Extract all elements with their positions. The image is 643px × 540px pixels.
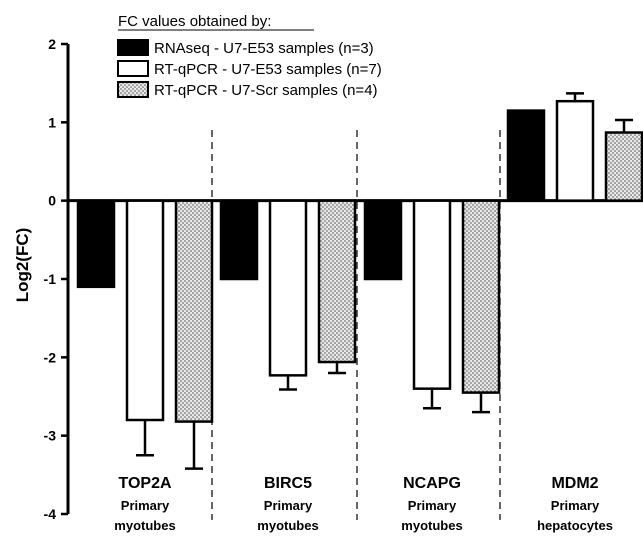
bar-top2a-series-1 — [76, 199, 116, 289]
bars — [76, 99, 643, 423]
bar-mdm2-series-1 — [506, 109, 546, 202]
y-tick-label: -1 — [44, 271, 57, 287]
bar-mdm2-series-2 — [555, 99, 595, 202]
error-bars — [136, 92, 633, 470]
category-gene-label: MDM2 — [551, 475, 598, 492]
category-gene-label: BIRC5 — [264, 475, 312, 492]
category-cell-label: Primary — [121, 498, 170, 513]
bar-ncapg-series-2 — [412, 199, 452, 390]
category-cell-label: myotubes — [401, 518, 462, 533]
legend-entry: RT-qPCR - U7-E53 samples (n=7) — [154, 61, 382, 78]
legend-swatch-1 — [117, 39, 149, 56]
category-cell-label: Primary — [408, 498, 457, 513]
y-axis-label: Log2(FC) — [13, 228, 32, 303]
legend-swatch-3 — [117, 81, 149, 98]
bar-birc5-series-3 — [317, 199, 357, 364]
bar-top2a-series-2 — [125, 199, 165, 422]
bar-ncapg-series-1 — [363, 199, 403, 281]
y-tick-label: -2 — [44, 349, 57, 365]
y-tick-label: 0 — [48, 193, 56, 209]
category-cell-label: hepatocytes — [537, 518, 613, 533]
bar-birc5-series-2 — [268, 199, 308, 377]
y-tick-label: -3 — [44, 428, 57, 444]
legend-entry: RT-qPCR - U7-Scr samples (n=4) — [154, 82, 378, 99]
category-labels: TOP2A Primary myotubes BIRC5 Primary myotubes… — [114, 475, 613, 533]
category-cell-label: myotubes — [114, 518, 175, 533]
legend-title: FC values obtained by: — [118, 13, 271, 30]
bar-top2a-series-3 — [174, 199, 214, 423]
y-tick-label: 1 — [48, 114, 56, 130]
y-tick-label: -4 — [44, 506, 57, 522]
legend-swatch-2 — [117, 60, 149, 77]
legend: FC values obtained by: RNAseq - U7-E53 s… — [117, 13, 382, 99]
legend-entry: RNAseq - U7-E53 samples (n=3) — [154, 40, 374, 57]
bar-ncapg-series-3 — [461, 199, 501, 394]
category-gene-label: NCAPG — [403, 475, 461, 492]
bar-birc5-series-1 — [219, 199, 259, 281]
category-cell-label: Primary — [551, 498, 600, 513]
category-cell-label: myotubes — [257, 518, 318, 533]
y-tick-label: 2 — [48, 36, 56, 52]
bar-mdm2-series-3 — [604, 131, 643, 202]
category-gene-label: TOP2A — [118, 475, 172, 492]
category-cell-label: Primary — [264, 498, 313, 513]
